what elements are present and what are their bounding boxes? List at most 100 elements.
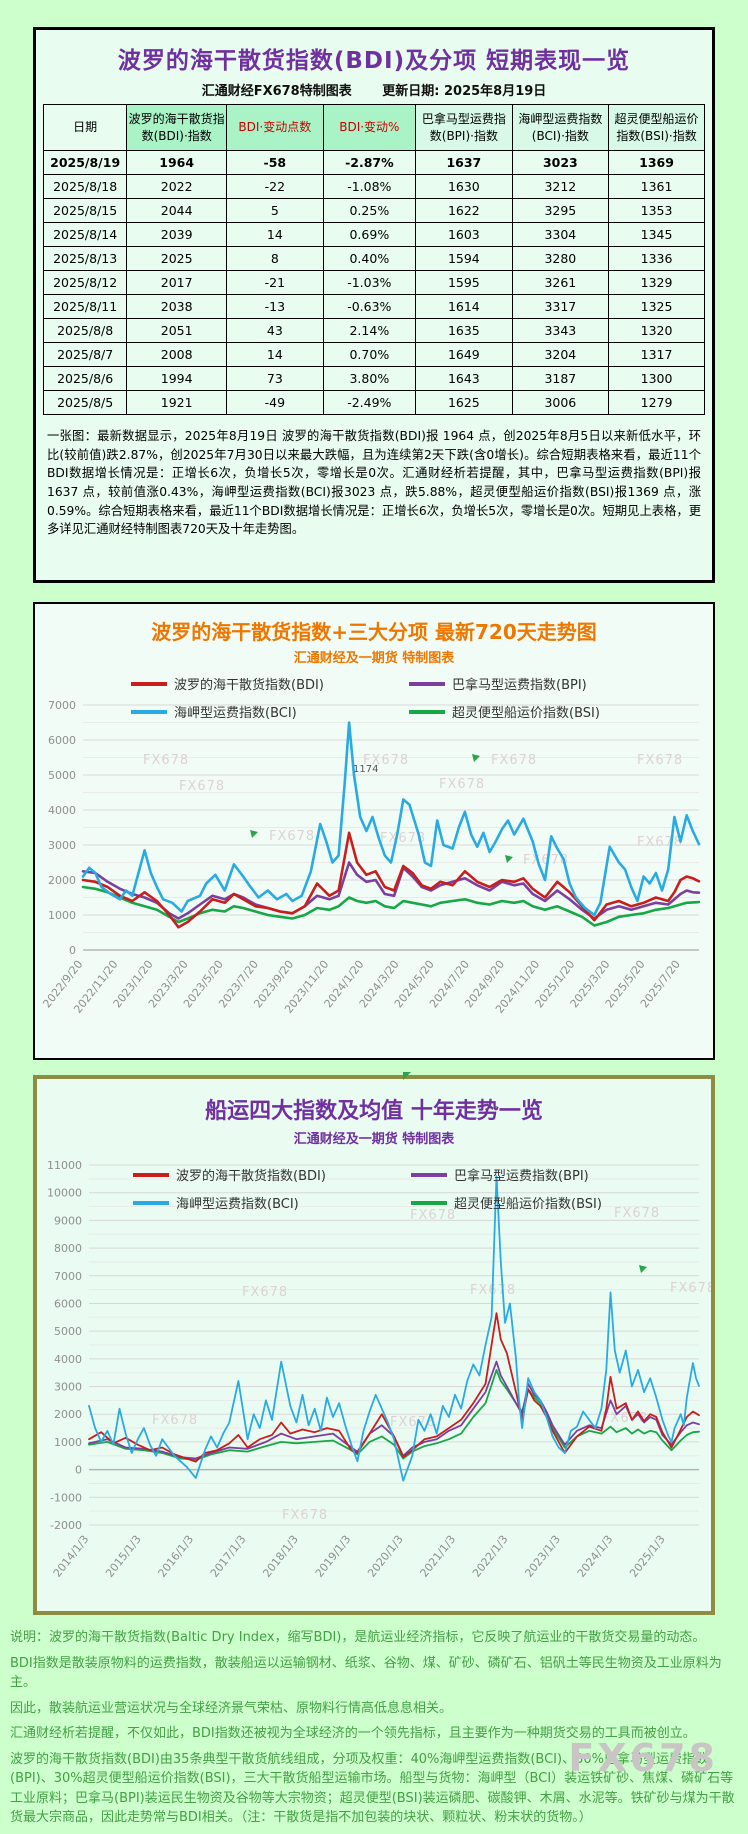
- table-cell: 3.80%: [322, 366, 417, 391]
- table-cell: -1.03%: [322, 270, 417, 295]
- footnote-line: 汇通财经析若提醒，不仅如此，BDI指数还被视为全球经济的一个领先指标，且主要作为…: [10, 1726, 696, 1741]
- legend-item: 超灵便型船运价指数(BSI): [409, 702, 600, 721]
- legend-item: 海岬型运费指数(BCI): [131, 702, 409, 721]
- y-tick-label: 3000: [54, 1381, 82, 1394]
- subtitle: 汇通财经FX678特制图表 更新日期: 2025年8月19日: [36, 80, 712, 99]
- table-cell: 2044: [126, 198, 228, 223]
- cursor-artifact-icon: [639, 1265, 647, 1273]
- y-tick-label: -1000: [50, 1491, 82, 1504]
- y-tick-label: 6000: [48, 734, 76, 747]
- series-line: [88, 1368, 700, 1461]
- legend-item: 巴拿马型运费指数(BPI): [409, 674, 600, 693]
- watermark-text: FX678: [390, 1415, 436, 1430]
- legend-swatch: [133, 1172, 169, 1177]
- legend-swatch: [133, 1200, 169, 1205]
- watermark-text: FX678: [491, 753, 537, 768]
- table-cell: -21: [226, 270, 324, 295]
- table-row: 2025/8/18 2022 -22 -1.08% 1630 3212 1361: [42, 174, 705, 199]
- table-cell: 2017: [126, 270, 228, 295]
- watermark-text: FX678: [269, 829, 315, 844]
- chart-720-title: 波罗的海干散货指数+三大分项 最新720天走势图: [151, 620, 597, 644]
- table-row: 2025/8/13 2025 8 0.40% 1594 3280 1336: [42, 246, 705, 271]
- table-cell: 2025/8/14: [42, 222, 128, 247]
- table-cell: 1353: [608, 198, 705, 223]
- table-cell: 3006: [511, 390, 610, 415]
- table-cell: 2025: [126, 246, 228, 271]
- x-tick-label: 2021/1/3: [418, 1533, 459, 1580]
- legend-swatch: [409, 681, 445, 686]
- table-cell: 2025/8/8: [42, 318, 128, 343]
- legend-item: 巴拿马型运费指数(BPI): [411, 1165, 602, 1184]
- table-cell: 2025/8/6: [42, 366, 128, 391]
- col-header-bpi-index: 巴拿马型运费指数(BPI)·指数: [415, 104, 513, 151]
- y-tick-label: 3000: [48, 839, 76, 852]
- table-cell: -49: [226, 390, 324, 415]
- x-tick-label: 2016/1/3: [156, 1533, 197, 1580]
- legend-swatch: [131, 709, 167, 714]
- x-tick-label: 2020/1/3: [365, 1533, 406, 1580]
- table-cell: -2.49%: [322, 390, 417, 415]
- table-cell: 14: [226, 342, 324, 367]
- table-cell: 3280: [511, 246, 610, 271]
- table-cell: 1630: [415, 174, 513, 199]
- series-line: [81, 831, 701, 929]
- legend-swatch: [409, 709, 445, 714]
- watermark-text: FX678: [282, 1508, 328, 1523]
- chart-annotation: 1174: [353, 764, 378, 775]
- table-cell: 2039: [126, 222, 228, 247]
- watermark-text: FX678: [179, 779, 225, 794]
- table-cell: 1625: [415, 390, 513, 415]
- watermark-text: FX678: [439, 777, 485, 792]
- watermark-text: FX678: [363, 753, 409, 768]
- table-cell: 2022: [126, 174, 228, 199]
- table-row: 2025/8/7 2008 14 0.70% 1649 3204 1317: [42, 342, 705, 367]
- y-tick-label: 2000: [48, 874, 76, 887]
- table-cell: 1325: [608, 294, 705, 319]
- x-tick-label: 2014/1/3: [51, 1533, 92, 1580]
- watermark-text: FX678: [637, 753, 683, 768]
- col-header-bdi-index: 波罗的海干散货指数(BDI)·指数: [126, 104, 228, 151]
- cursor-artifact-icon: [505, 855, 513, 863]
- table-cell: 1603: [415, 222, 513, 247]
- y-tick-label: 2000: [54, 1408, 82, 1421]
- bdi-short-term-table: 日期 波罗的海干散货指数(BDI)·指数 BDI·变动点数 BDI·变动% 巴拿…: [42, 104, 705, 415]
- chart-720-legend: 波罗的海干散货指数(BDI) 巴拿马型运费指数(BPI) 海岬型运费指数(BCI) 超…: [131, 674, 600, 721]
- table-row: 2025/8/15 2044 5 0.25% 1622 3295 1353: [42, 198, 705, 223]
- table-cell: 2025/8/5: [42, 390, 128, 415]
- table-cell: 1594: [415, 246, 513, 271]
- legend-swatch: [411, 1200, 447, 1205]
- footnote-line: BDI指数是散装原物料的运费指数，散装船运以运输钢材、纸浆、谷物、煤、矿砂、磷矿…: [10, 1655, 722, 1691]
- table-cell: 14: [226, 222, 324, 247]
- table-cell: 1336: [608, 246, 705, 271]
- series-line: [81, 721, 701, 917]
- table-cell: 43: [226, 318, 324, 343]
- watermark-text: FX678: [670, 1281, 715, 1296]
- y-tick-label: 0: [75, 1464, 82, 1477]
- table-cell: 1329: [608, 270, 705, 295]
- x-tick-label: 2019/1/3: [313, 1533, 354, 1580]
- chart-10year-title: 船运四大指数及均值 十年走势一览: [205, 1099, 543, 1124]
- chart-720day-box: 波罗的海干散货指数+三大分项 最新720天走势图 汇通财经及一期货 特制图表 波…: [33, 602, 715, 1060]
- table-cell: -1.08%: [322, 174, 417, 199]
- source-label: 汇通财经FX678特制图表: [201, 84, 352, 99]
- col-header-bsi-index: 超灵便型船运价指数(BSI)·指数: [608, 104, 705, 151]
- legend-swatch: [411, 1172, 447, 1177]
- chart-720-subtitle: 汇通财经及一期货 特制图表: [293, 651, 455, 666]
- table-cell: 3261: [511, 270, 610, 295]
- watermark-text: FX678: [614, 1206, 660, 1221]
- legend-swatch: [131, 681, 167, 686]
- table-cell: 0.69%: [322, 222, 417, 247]
- table-cell: -13: [226, 294, 324, 319]
- table-cell: -0.63%: [322, 294, 417, 319]
- table-cell: 1320: [608, 318, 705, 343]
- y-tick-label: 6000: [54, 1297, 82, 1310]
- table-cell: 0.70%: [322, 342, 417, 367]
- series-line: [88, 1360, 700, 1460]
- table-cell: 1643: [415, 366, 513, 391]
- table-cell: 3212: [511, 174, 610, 199]
- y-tick-label: 9000: [54, 1214, 82, 1227]
- table-cell: 2025/8/7: [42, 342, 128, 367]
- col-header-date: 日期: [42, 104, 128, 151]
- table-cell: 2025/8/15: [42, 198, 128, 223]
- watermark-text: FX678: [143, 753, 189, 768]
